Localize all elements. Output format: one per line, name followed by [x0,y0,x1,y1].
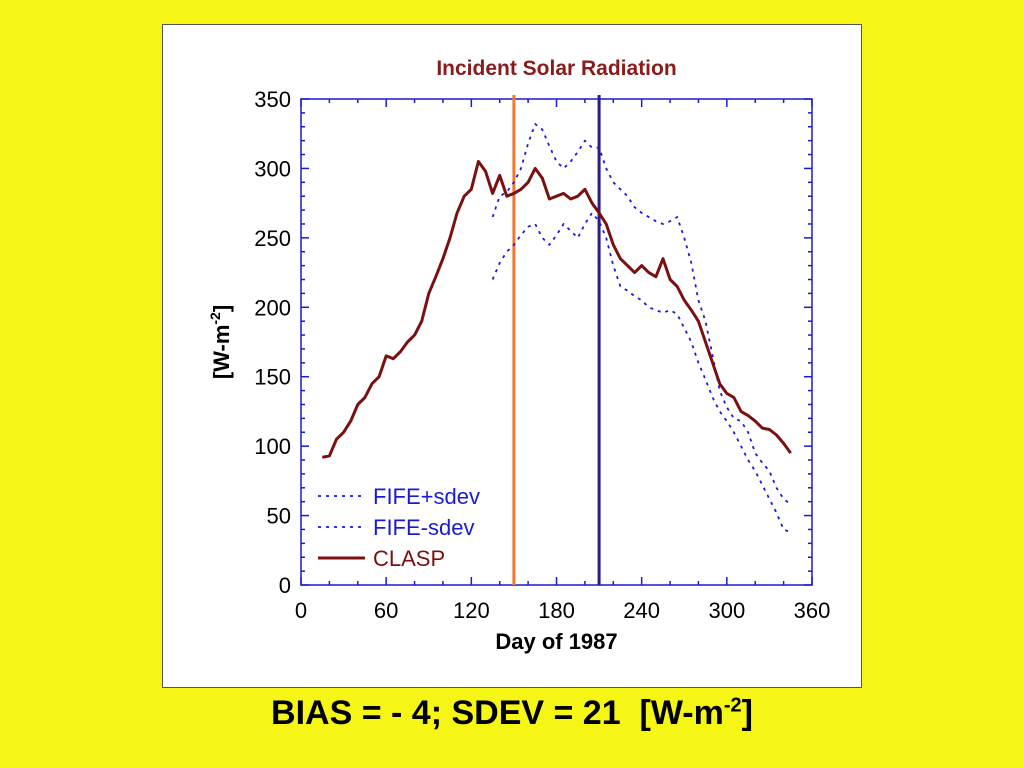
chart-panel: Incident Solar Radiation 0 60 120 180 240 300 3… [162,24,862,688]
y-tick-label: 100 [254,434,291,459]
caption-suffix: ] [741,694,753,732]
caption-text: BIAS = - 4; SDEV = 21 [W-m [271,694,724,732]
x-axis-label: Day of 1987 [495,629,617,654]
x-tick-label: 360 [794,598,831,623]
y-axis-label: [W-m-2] [207,305,234,379]
legend-label: FIFE-sdev [373,515,474,540]
x-tick-label: 240 [623,598,660,623]
legend-label: CLASP [373,546,445,571]
series-line-fife-sdev [491,211,792,534]
y-tick-label: 150 [254,365,291,390]
series-line-clasp [322,160,792,459]
chart-title: Incident Solar Radiation [436,57,676,80]
y-tick-label: 250 [254,226,291,251]
plot-frame [300,98,813,586]
y-tick-label: 0 [279,573,291,598]
caption-exponent: -2 [723,694,742,717]
y-tick-label: 300 [254,156,291,181]
y-tick-label: 50 [267,504,291,529]
x-tick-label: 120 [453,598,490,623]
chart-svg: Incident Solar Radiation 0 60 120 180 240 300 3… [207,57,831,654]
y-axis-label-base: [W-m [209,325,234,380]
x-tick-label: 0 [295,598,307,623]
x-tick-label: 180 [538,598,575,623]
x-tick-label: 300 [708,598,745,623]
y-tick-label: 350 [254,87,291,112]
y-axis-label-suffix: ] [209,305,234,312]
series-line-fife-sdev [491,123,792,506]
y-tick-label: 200 [254,295,291,320]
y-axis-label-exponent: -2 [207,312,223,325]
legend-label: FIFE+sdev [373,484,480,509]
x-tick-label: 60 [374,598,398,623]
caption: BIAS = - 4; SDEV = 21 [W-m-2] [0,694,1024,733]
